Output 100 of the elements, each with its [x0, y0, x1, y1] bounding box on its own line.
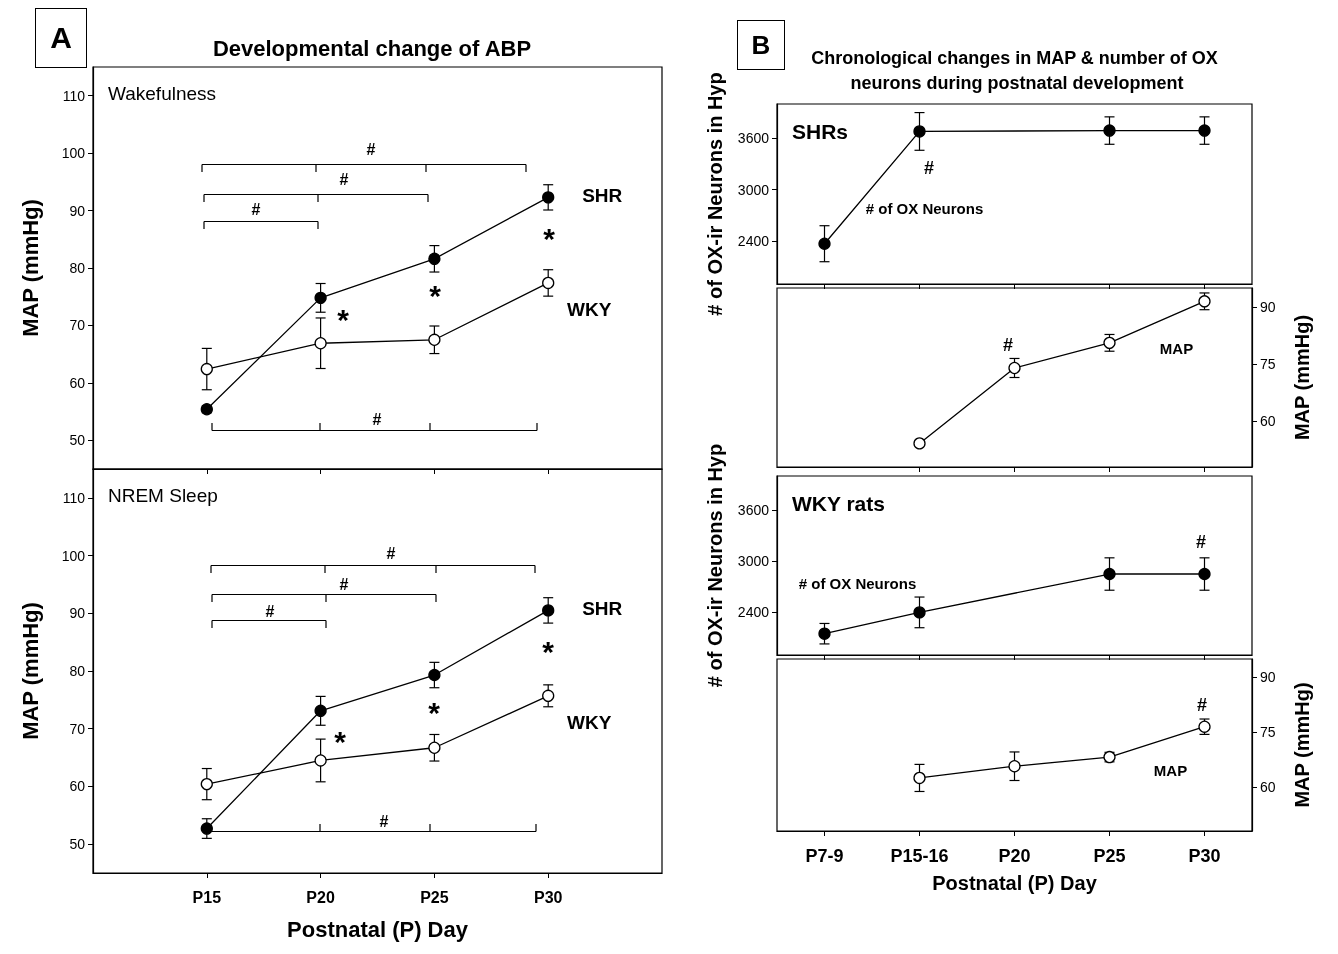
y-tick-label: 110 — [62, 489, 86, 506]
point — [542, 276, 555, 290]
point — [542, 604, 555, 617]
chart-title: Developmental change of ABP — [212, 35, 532, 61]
annotation: # — [339, 171, 349, 188]
point — [818, 237, 831, 250]
annotation: # — [1002, 335, 1014, 355]
annotation: # — [372, 411, 382, 428]
x-axis-title: Postnatal (P) Day — [932, 872, 1098, 894]
point — [428, 741, 441, 754]
y-tick-label: 3000 — [737, 553, 770, 570]
y-tick-label: 70 — [69, 317, 86, 334]
y-axis-title: MAP (mmHg) — [17, 602, 43, 740]
annotation: # — [1196, 695, 1208, 715]
y-tick-label: 110 — [62, 87, 86, 104]
point — [200, 362, 213, 376]
point — [1198, 124, 1211, 137]
annotation: * — [543, 222, 555, 255]
y-axis-title: # of OX-ir Neurons in Hyp — [704, 72, 726, 316]
point — [314, 291, 327, 305]
x-tick-label: P20 — [998, 846, 1031, 866]
x-tick-label: P25 — [420, 888, 449, 906]
series-label: WKY — [567, 712, 612, 734]
series-label: WKY — [567, 299, 612, 321]
y-axis-title: # of OX-ir Neurons in Hyp — [704, 443, 726, 688]
y-tick-label: 3600 — [737, 130, 770, 147]
y-tick-label: 60 — [69, 374, 86, 391]
y-axis-title: MAP (mmHg) — [1291, 314, 1313, 441]
annotation: # — [379, 813, 389, 830]
series-label: MAP — [1153, 762, 1188, 780]
y-tick-label: 70 — [69, 720, 86, 737]
point — [314, 704, 327, 717]
x-tick-label: P25 — [1093, 846, 1126, 866]
y-tick-label: 90 — [69, 605, 86, 622]
y-tick-label: 2400 — [737, 233, 770, 250]
x-tick-label: P7-9 — [805, 846, 844, 866]
panel-label-box: B — [737, 20, 785, 70]
series-label: # of OX Neurons — [865, 200, 984, 218]
y-tick-label: 50 — [69, 836, 86, 853]
annotation: # — [1195, 532, 1207, 552]
y-tick-label: 50 — [69, 432, 86, 449]
text: NREM Sleep — [108, 485, 218, 506]
annotation: # — [366, 141, 376, 158]
text: WKY rats — [792, 492, 885, 515]
y-tick-label: 2400 — [737, 604, 770, 621]
y-tick-label: 60 — [69, 778, 86, 795]
series-label: # of OX Neurons — [798, 575, 917, 593]
panel-label-box: A — [35, 8, 87, 68]
annotation: # — [251, 201, 261, 218]
point — [1198, 567, 1211, 581]
annotation: # — [339, 576, 349, 593]
y-tick-label: 75 — [1260, 356, 1276, 373]
point — [913, 437, 926, 450]
x-tick-label: P15-16 — [890, 846, 949, 866]
point — [1008, 760, 1021, 773]
annotation: # — [265, 603, 275, 620]
x-tick-label: P20 — [306, 888, 335, 906]
y-tick-label: 3600 — [737, 502, 770, 519]
point — [428, 252, 441, 265]
x-tick-label: P30 — [533, 888, 563, 906]
point — [314, 754, 327, 767]
point — [428, 668, 441, 682]
x-tick-label: P15 — [192, 888, 222, 906]
y-tick-label: 90 — [69, 202, 86, 219]
point — [1103, 567, 1116, 581]
y-tick-label: 100 — [61, 145, 86, 162]
chart-title: Chronological changes in MAP & number of OX neurons during postnatal development — [811, 47, 1223, 93]
annotation: # — [923, 158, 935, 178]
point — [542, 689, 555, 702]
y-tick-label: 80 — [69, 260, 86, 276]
text: Wakefulness — [108, 83, 217, 104]
point — [314, 337, 327, 350]
annotation: * — [337, 303, 349, 336]
point — [913, 606, 926, 619]
series-label: MAP — [1159, 339, 1194, 357]
point — [542, 191, 555, 204]
y-tick-label: 90 — [1260, 299, 1276, 316]
point — [818, 627, 831, 640]
annotation: # — [386, 545, 396, 562]
point — [200, 777, 213, 791]
y-tick-label: 3000 — [737, 181, 770, 198]
annotation: * — [428, 696, 440, 729]
series-label: SHR — [582, 184, 623, 206]
y2-axis-title: MAP (mmHg) — [1291, 682, 1313, 808]
annotation: * — [334, 725, 346, 758]
x-axis-title: Postnatal (P) Day — [287, 916, 469, 942]
text: SHRs — [792, 120, 849, 143]
series-label: SHR — [582, 597, 623, 619]
point — [200, 822, 213, 835]
y-axis-title: MAP (mmHg) — [17, 199, 43, 337]
y-tick-label: 100 — [61, 547, 86, 564]
x-tick-label: P30 — [1188, 846, 1221, 866]
point — [913, 771, 926, 785]
annotation: * — [542, 635, 554, 668]
point — [428, 333, 441, 346]
point — [913, 125, 926, 138]
point — [1103, 124, 1116, 137]
annotation: * — [429, 279, 441, 312]
y-tick-label: 60 — [1260, 413, 1276, 430]
y-tick-label: 80 — [69, 663, 86, 679]
